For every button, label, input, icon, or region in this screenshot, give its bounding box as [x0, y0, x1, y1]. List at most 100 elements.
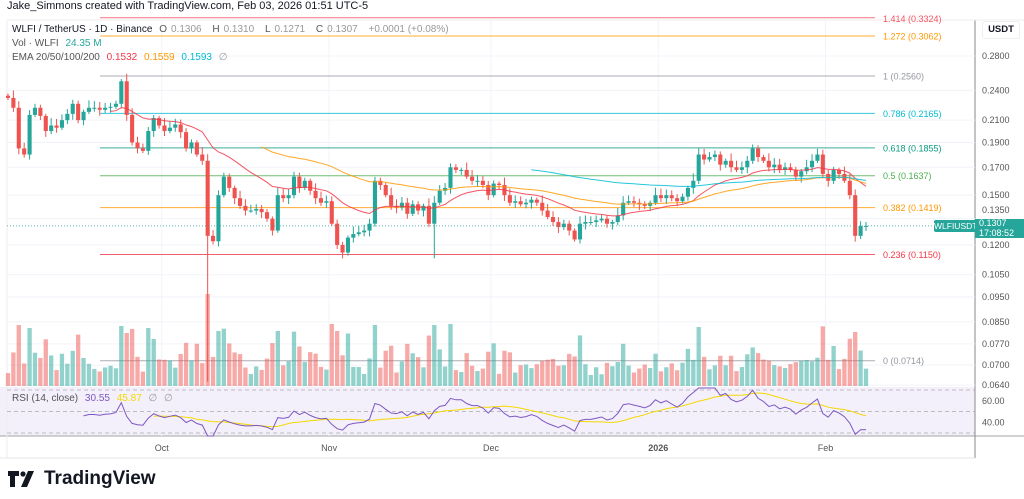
- volume-bar: [394, 372, 399, 386]
- volume-bar: [97, 371, 102, 386]
- volume-bar: [809, 361, 815, 386]
- volume-bar: [399, 361, 405, 386]
- candle-body: [777, 164, 782, 170]
- candle-body: [173, 124, 178, 128]
- candle-body: [853, 195, 858, 236]
- symbol-name[interactable]: WLFI / TetherUS · 1D · Binance: [12, 24, 153, 35]
- price-tick-label: 0.2100: [982, 115, 1010, 125]
- volume-bar: [92, 369, 97, 386]
- candle-body: [669, 195, 674, 199]
- candle-body: [507, 195, 512, 203]
- volume-bar: [421, 367, 426, 386]
- volume-bar: [264, 358, 270, 386]
- volume-bar: [308, 352, 313, 386]
- candle-body: [577, 223, 583, 240]
- ema-label: EMA 20/50/100/200: [12, 52, 100, 63]
- price-tick-label: 0.0640: [982, 380, 1010, 390]
- volume-bar: [847, 338, 852, 386]
- volume-bar: [254, 366, 259, 386]
- fib-level-label: 0.236 (0.1150): [883, 250, 941, 260]
- volume-bar: [27, 328, 32, 386]
- volume-bar: [529, 368, 534, 386]
- volume-bar: [799, 360, 804, 386]
- candle-body: [345, 237, 351, 253]
- candle-body: [27, 114, 32, 155]
- candle-body: [59, 120, 65, 128]
- candle-body: [140, 148, 145, 151]
- candle-body: [302, 180, 307, 188]
- candle-body: [750, 148, 755, 161]
- ohlc-open: O 0.1306: [159, 24, 205, 35]
- volume-bar: [804, 360, 809, 386]
- rsi-legend[interactable]: RSI (14, close) 30.55 45.87 ∅ ∅: [12, 393, 177, 404]
- candle-body: [432, 202, 437, 224]
- volume-bar: [831, 346, 836, 386]
- volume-bar: [534, 364, 539, 386]
- ema20-line: [110, 107, 867, 217]
- low-value: 0.1271: [274, 24, 306, 35]
- candle-body: [270, 218, 275, 231]
- candle-body: [550, 217, 556, 223]
- candle-body: [513, 201, 518, 203]
- fib-level-label: 0 (0.0714): [883, 356, 924, 366]
- fib-level-label: 0.382 (0.1419): [883, 203, 942, 213]
- candle-body: [189, 142, 194, 149]
- candle-body: [610, 222, 615, 224]
- tradingview-logo[interactable]: TradingView: [8, 468, 156, 490]
- candle-body: [227, 176, 232, 188]
- volume-bar: [858, 350, 863, 386]
- volume-bar: [583, 364, 588, 386]
- volume-bar: [696, 327, 701, 386]
- volume-bar: [65, 363, 70, 386]
- volume-bar: [691, 359, 696, 386]
- candle-body: [324, 201, 329, 203]
- price-tick-label: 0.1200: [982, 240, 1010, 250]
- price-tick-label: 0.1050: [982, 270, 1010, 280]
- volume-bar: [221, 328, 227, 386]
- candle-body: [108, 106, 113, 108]
- volume-bar: [189, 360, 194, 386]
- volume-bar: [567, 353, 572, 386]
- candle-body: [470, 176, 475, 181]
- candle-body: [167, 127, 172, 132]
- time-tick-label: 2026: [648, 443, 668, 453]
- candle-body: [588, 222, 593, 224]
- volume-bar: [496, 373, 502, 386]
- candle-body: [631, 201, 637, 203]
- volume-bar: [243, 367, 248, 386]
- candle-body: [81, 111, 86, 121]
- volume-bar: [793, 362, 799, 386]
- candle-body: [103, 107, 108, 110]
- candle-body: [766, 160, 771, 168]
- candle-body: [200, 154, 205, 161]
- candle-body: [49, 125, 54, 132]
- volume-bar: [432, 325, 437, 386]
- candle-body: [135, 142, 140, 149]
- candle-body: [847, 180, 852, 196]
- candle-body: [658, 195, 663, 199]
- candle-body: [232, 187, 237, 199]
- candle-body: [556, 222, 561, 228]
- candle-body: [680, 196, 685, 202]
- volume-bar: [129, 329, 135, 386]
- volume-bar: [173, 367, 178, 386]
- symbol-legend[interactable]: WLFI / TetherUS · 1D · Binance O 0.1306 H…: [12, 24, 453, 35]
- volume-bar: [232, 352, 237, 386]
- ema-legend[interactable]: EMA 20/50/100/200 0.1532 0.1559 0.1593 ∅: [12, 52, 231, 63]
- low-label: L: [264, 24, 271, 35]
- volume-value: 24.35 M: [65, 38, 102, 49]
- candle-body: [729, 160, 734, 168]
- volume-bar: [631, 372, 637, 386]
- candle-body: [809, 160, 815, 168]
- candle-body: [604, 218, 610, 224]
- rsi-tick-label: 40.00: [982, 417, 1005, 427]
- volume-bar: [194, 343, 200, 386]
- currency-button[interactable]: USDT: [982, 21, 1020, 39]
- candle-body: [480, 180, 485, 186]
- volume-legend[interactable]: Vol · WLFI 24.35 M: [12, 38, 106, 49]
- candle-body: [43, 115, 48, 132]
- symbol-price-tag: WLFIUSDT: [934, 220, 978, 232]
- candle-body: [297, 176, 302, 188]
- volume-bar: [685, 348, 691, 386]
